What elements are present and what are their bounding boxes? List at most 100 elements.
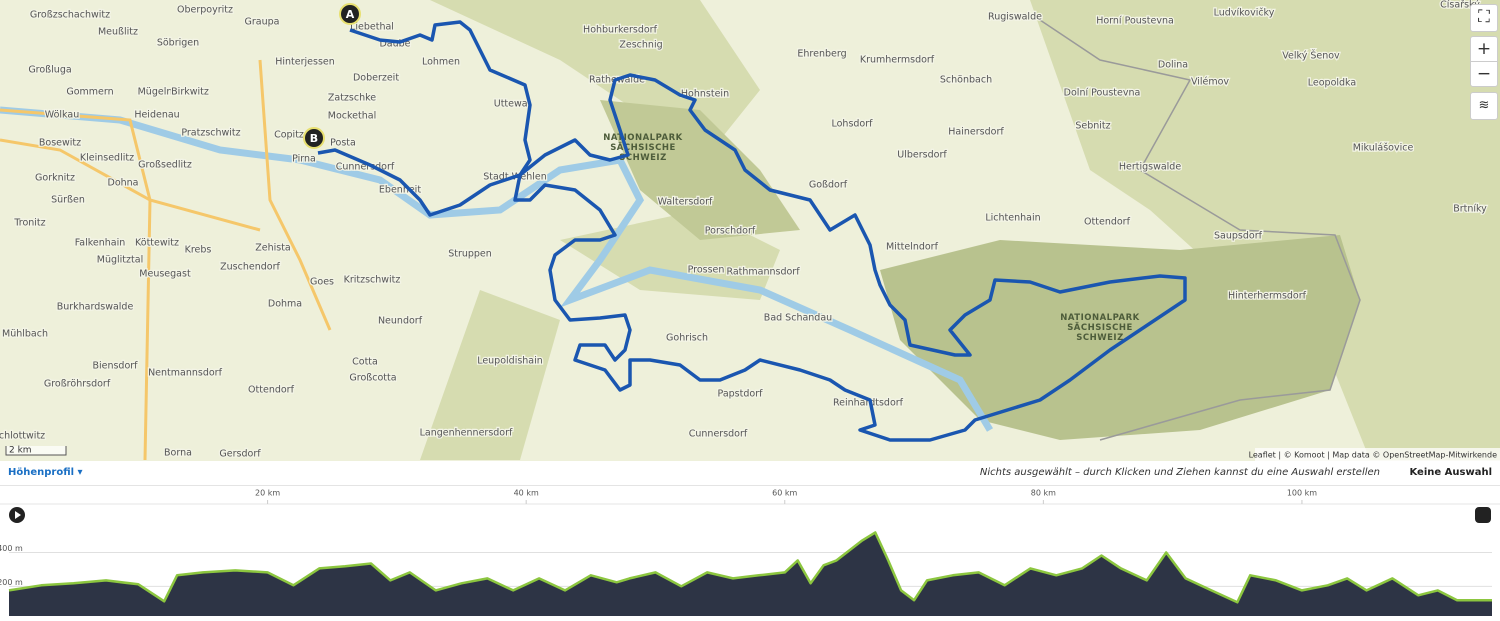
x-tick-label: 60 km (772, 489, 797, 498)
place-label: Köttewitz (135, 238, 179, 249)
place-label: Lohsdorf (831, 119, 873, 130)
layers-button[interactable]: ≋ (1470, 92, 1498, 120)
place-label: Müglitztal (97, 255, 143, 266)
place-label: Mittelndorf (886, 242, 939, 253)
place-label: Langenhennersdorf (420, 428, 513, 439)
place-label: Sürßen (51, 195, 85, 206)
place-label: Dohma (268, 299, 302, 310)
place-label: Ottendorf (248, 385, 295, 396)
place-label: Birkwitz (171, 87, 209, 98)
place-label: Wölkau (45, 110, 79, 121)
place-label: Pirna (292, 154, 316, 165)
place-label: Goßdorf (809, 180, 848, 191)
y-tick-label: 400 m (0, 544, 23, 553)
place-label: Oberpoyritz (177, 5, 233, 16)
place-label: Borna (164, 448, 192, 459)
fullscreen-button[interactable]: ⛶ (1470, 4, 1498, 32)
profile-header: Höhenprofil ▾ Nichts ausgewählt – durch … (0, 461, 1500, 486)
place-label: Hertigswalde (1119, 162, 1181, 173)
river (0, 106, 994, 432)
place-label: Císařský (1440, 0, 1480, 11)
profile-dropdown[interactable]: Höhenprofil ▾ (8, 467, 83, 478)
place-label: Zeschnig (619, 40, 662, 51)
end-marker[interactable]: B (303, 127, 325, 149)
place-label: Hinterjessen (275, 57, 335, 68)
start-marker[interactable]: A (339, 3, 361, 25)
place-label: Ludvíkovičky (1214, 8, 1275, 19)
place-label: Mikulášovice (1353, 143, 1414, 154)
place-label: Velký Šenov (1282, 50, 1340, 62)
place-label: Leopoldka (1308, 78, 1356, 89)
place-label: Zatzschke (328, 93, 376, 104)
place-label: Neundorf (378, 316, 423, 327)
place-label: Dolní Poustevna (1064, 88, 1141, 99)
profile-title: Höhenprofil (8, 467, 75, 478)
place-label: Leupoldishain (477, 356, 543, 367)
place-label: Dolina (1158, 60, 1188, 71)
place-label: Horní Poustevna (1096, 16, 1174, 27)
border (1039, 19, 1361, 441)
map[interactable]: Großzschachwitz Oberpoyritz Graupa Meußlitz… (0, 0, 1500, 461)
place-label: Prossen (688, 265, 725, 276)
place-label: Gommern (66, 87, 113, 98)
place-label: Zehista (255, 243, 291, 254)
place-label: Pratzschwitz (181, 128, 240, 139)
place-label: Kleinsedlitz (80, 153, 134, 164)
place-label: Liebethal (350, 22, 394, 33)
place-label: Rugiswalde (988, 12, 1042, 23)
place-label: Bosewitz (39, 138, 81, 149)
x-tick-label: 80 km (1031, 489, 1056, 498)
place-label: Großcotta (349, 373, 396, 384)
place-label: Heidenau (134, 110, 179, 121)
place-label: Dohna (108, 178, 139, 189)
map-toggle-button[interactable] (1475, 507, 1491, 523)
place-label: Struppen (448, 249, 492, 260)
place-label: Großluga (28, 65, 71, 76)
place-label: Tronitz (13, 218, 45, 229)
national-park (600, 100, 800, 240)
place-label: Großzschachwitz (30, 10, 110, 21)
place-label: Posta (330, 138, 356, 149)
place-label: Krumhermsdorf (860, 55, 935, 66)
zoom-in-button[interactable]: + (1470, 36, 1498, 62)
place-label: Lichtenhain (985, 213, 1040, 224)
y-tick-label: 200 m (0, 578, 23, 587)
place-label: Großröhrsdorf (44, 379, 111, 390)
place-label: Gohrisch (666, 333, 708, 344)
selection-hint: Nichts ausgewählt – durch Klicken und Zi… (979, 467, 1380, 478)
elevation-chart[interactable]: 20 km 40 km 60 km 80 km 100 km 200 m 400 m (0, 485, 1500, 621)
national-park (880, 235, 1360, 440)
place-label: Cotta (352, 357, 378, 368)
place-label: Hainersdorf (948, 127, 1004, 138)
scale-label: 2 km (9, 446, 32, 456)
place-label: Ottendorf (1084, 217, 1131, 228)
place-label: Kritzschwitz (344, 275, 401, 286)
place-label: Papstdorf (718, 389, 764, 400)
play-icon (15, 511, 21, 519)
elevation-area (9, 532, 1492, 616)
place-label: Rathmannsdorf (726, 267, 800, 278)
place-label: Zuschendorf (220, 262, 280, 273)
place-label: Ulbersdorf (897, 150, 947, 161)
place-label: Nentmannsdorf (148, 368, 223, 379)
park-label: NATIONALPARK SÄCHSISCHE SCHWEIZ (603, 133, 683, 163)
place-label: Ehrenberg (797, 49, 846, 60)
x-tick-label: 100 km (1287, 489, 1317, 498)
x-tick-label: 40 km (514, 489, 539, 498)
place-label: Schönbach (940, 75, 992, 86)
place-label: Großsedlitz (138, 160, 192, 171)
place-label: Copitz (274, 130, 304, 141)
place-label: Meusegast (139, 269, 191, 280)
place-label: Krebs (185, 245, 212, 256)
place-label: Cunnersdorf (689, 429, 748, 440)
place-label: Biensdorf (92, 361, 138, 372)
place-label: Meußlitz (98, 27, 138, 38)
place-label: Porschdorf (705, 226, 756, 237)
zoom-out-button[interactable]: − (1470, 61, 1498, 87)
place-label: Goes (310, 277, 334, 288)
x-tick-label: 20 km (255, 489, 280, 498)
attribution-bg (1255, 448, 1500, 461)
place-label: Saupsdorf (1214, 231, 1263, 242)
place-label: Falkenhain (75, 238, 126, 249)
